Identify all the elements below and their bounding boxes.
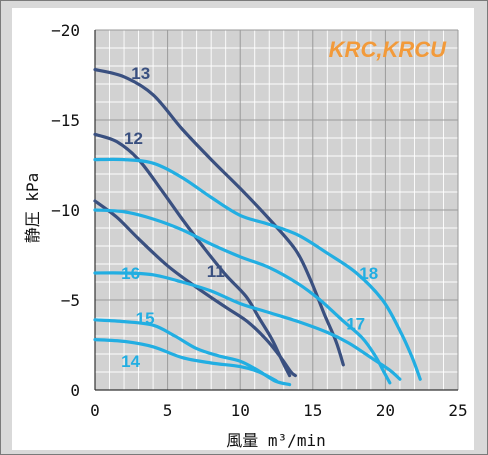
series-label-11: 11 — [207, 262, 225, 281]
curves-layer — [93, 68, 422, 387]
curve-18 — [93, 157, 422, 381]
series-label-18: 18 — [359, 264, 378, 283]
series-label-15: 15 — [136, 309, 155, 328]
x-tick-label: 20 — [376, 401, 395, 420]
x-axis-title: 風量 m³/min — [226, 431, 325, 450]
x-tick-labels: 0 5 10 15 20 25 — [90, 401, 467, 420]
y-tick-labels: 0 −5 −10 −15 −20 — [51, 21, 80, 400]
y-tick-label: 0 — [70, 381, 80, 400]
x-tick-label: 0 — [90, 401, 100, 420]
curve-14 — [93, 338, 279, 383]
y-tick-label: −15 — [51, 111, 80, 130]
chart-badge: KRC,KRCU — [329, 37, 447, 62]
y-axis-title: 静圧 kPa — [23, 173, 42, 244]
y-tick-label: −20 — [51, 21, 80, 40]
x-tick-label: 5 — [163, 401, 173, 420]
x-tick-label: 25 — [448, 401, 467, 420]
curve-12 — [93, 132, 292, 378]
series-label-17: 17 — [346, 314, 365, 333]
series-labels-layer: 13 12 11 18 17 16 15 14 — [121, 64, 378, 371]
curve-16 — [93, 271, 402, 381]
series-label-16: 16 — [121, 264, 140, 283]
y-tick-label: −10 — [51, 201, 80, 220]
curve-13 — [93, 68, 345, 367]
x-tick-label: 15 — [303, 401, 322, 420]
y-tick-label: −5 — [61, 291, 80, 310]
curve-11 — [93, 199, 297, 378]
series-label-12: 12 — [124, 129, 143, 148]
series-label-14: 14 — [121, 352, 140, 371]
x-tick-label: 10 — [231, 401, 250, 420]
series-label-13: 13 — [131, 64, 150, 83]
curve-17 — [93, 208, 392, 385]
